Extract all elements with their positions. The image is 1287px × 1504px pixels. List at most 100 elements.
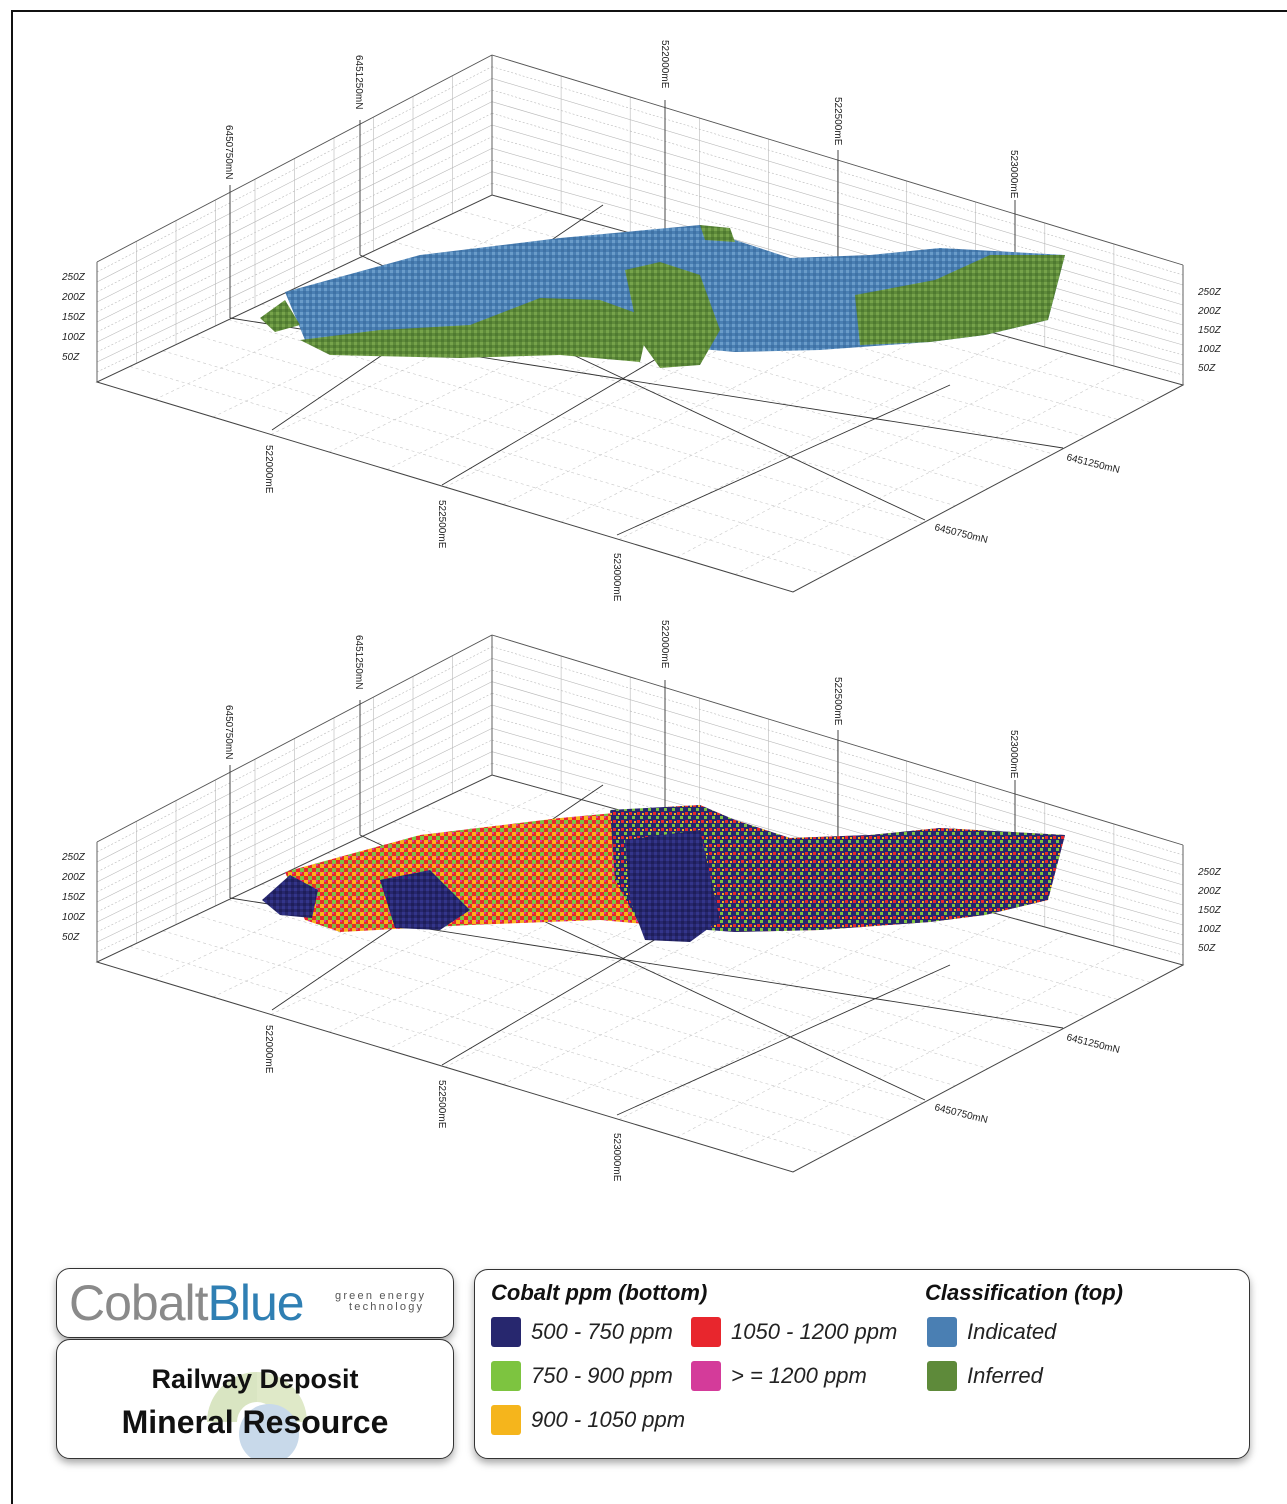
major-gridline <box>616 964 951 1116</box>
z-axis-label-left: 100Z <box>62 912 86 923</box>
wall-edge <box>96 634 493 843</box>
wall-gridline <box>96 681 493 883</box>
inferred-blocks <box>625 262 720 368</box>
figure-title-box: Railway Deposit Mineral Resource <box>56 1339 454 1459</box>
wall-gridline <box>491 763 1184 956</box>
legend-swatch <box>691 1361 721 1391</box>
legend-swatch <box>491 1361 521 1391</box>
z-axis-label-left: 250Z <box>61 852 86 863</box>
wall-gridline <box>96 716 493 913</box>
z-axis-label-left: 250Z <box>61 272 86 283</box>
easting-label: 522500mE <box>832 677 843 726</box>
wall-gridline <box>96 136 493 333</box>
floor-gridline <box>386 853 781 1050</box>
inferred-blocks <box>855 255 1065 345</box>
floor-gridline <box>328 258 723 453</box>
logo-word-blue: Blue <box>207 1275 305 1331</box>
company-logo: CobaltBlue green energy technology <box>56 1268 454 1338</box>
wall-gridline <box>491 148 1184 346</box>
z-axis-label-right: 200Z <box>1197 306 1222 317</box>
wall-gridline <box>96 763 493 953</box>
wall-gridline <box>491 728 1184 926</box>
wall-gridline <box>96 113 493 313</box>
wall-gridline <box>96 728 493 923</box>
wall-gridline <box>96 669 493 873</box>
z-axis-label-left: 150Z <box>62 312 86 323</box>
major-gridline <box>616 384 951 536</box>
logo-wordmark: CobaltBlue <box>69 1273 305 1333</box>
legend-swatch <box>927 1317 957 1347</box>
northing-label: 6450750mN <box>223 125 234 179</box>
wall-gridline <box>491 66 1184 276</box>
floor-gridline <box>270 822 665 1015</box>
z-axis-label-right: 250Z <box>1197 867 1222 878</box>
wall-gridline <box>491 669 1184 876</box>
floor-gridline <box>386 273 781 470</box>
northing-label: 6451250mN <box>353 55 364 109</box>
wall-edge <box>491 54 1184 266</box>
legend-item-750-900: 750 - 900 ppm <box>491 1360 673 1392</box>
z-axis-label-left: 200Z <box>61 292 86 303</box>
low-grade-blocks <box>262 875 318 918</box>
wall-gridline <box>96 148 493 343</box>
logo-watermark-icon <box>207 1372 307 1458</box>
northing-label: 6451250mN <box>353 635 364 689</box>
floor-gridline <box>560 901 953 1103</box>
legend-item-indicated: Indicated <box>927 1316 1056 1348</box>
wall-gridline <box>96 171 493 363</box>
legend-swatch <box>691 1317 721 1347</box>
wall-gridline <box>491 89 1184 296</box>
legend-label: 1050 - 1200 ppm <box>731 1319 898 1344</box>
legend-label: Indicated <box>967 1319 1057 1344</box>
easting-label: 522500mE <box>832 97 843 146</box>
easting-label: 523000mE <box>611 553 622 602</box>
northing-label: 6451250mN <box>1065 452 1121 476</box>
z-axis-label-right: 150Z <box>1198 325 1222 336</box>
floor-gridline <box>444 869 838 1068</box>
cobalt-legend-title: Cobalt ppm (bottom) <box>491 1280 708 1305</box>
wall-gridline <box>96 658 493 863</box>
legend-swatch <box>491 1317 521 1347</box>
legend-item-900-1050: 900 - 1050 ppm <box>491 1404 685 1436</box>
inferred-blocks <box>700 225 735 242</box>
wall-gridline <box>491 183 1184 376</box>
wall-gridline <box>96 78 493 283</box>
wall-gridline <box>491 78 1184 286</box>
logo-tagline-line2: technology <box>349 1301 425 1313</box>
wall-gridline <box>96 704 493 903</box>
legend-item-inferred: Inferred <box>927 1360 1043 1392</box>
legend-swatch <box>491 1405 521 1435</box>
z-axis-label-right: 200Z <box>1197 886 1222 897</box>
wall-gridline <box>96 89 493 293</box>
northing-label: 6451250mN <box>1065 1032 1121 1056</box>
z-axis-label-right: 100Z <box>1198 924 1222 935</box>
easting-label: 523000mE <box>611 1133 622 1182</box>
easting-label: 522500mE <box>436 500 447 549</box>
z-axis-label-right: 100Z <box>1198 344 1222 355</box>
floor-gridline <box>270 242 665 435</box>
figure-frame <box>11 10 1287 1504</box>
wall-gridline <box>96 159 493 353</box>
z-axis-label-right: 50Z <box>1198 943 1216 954</box>
northing-label: 6450750mN <box>223 705 234 759</box>
classification-legend-title: Classification (top) <box>925 1280 1124 1305</box>
low-grade-blocks <box>380 870 470 930</box>
wall-gridline <box>491 101 1184 306</box>
wall-gridline <box>96 751 493 943</box>
legend-item-500-750: 500 - 750 ppm <box>491 1316 673 1348</box>
low-grade-blocks <box>610 805 1065 932</box>
legend-item-1050-1200: 1050 - 1200 ppm <box>691 1316 897 1348</box>
legend-label: 750 - 900 ppm <box>531 1363 673 1388</box>
z-axis-label-left: 50Z <box>62 352 80 363</box>
northing-label: 6450750mN <box>933 1102 989 1126</box>
ore-body <box>260 225 1065 368</box>
easting-label: 522000mE <box>659 40 670 89</box>
wall-gridline <box>491 658 1184 866</box>
wall-gridline <box>96 739 493 933</box>
z-axis-label-right: 50Z <box>1198 363 1216 374</box>
wall-gridline <box>96 183 493 373</box>
floor-gridline <box>676 933 1068 1138</box>
wall-gridline <box>491 646 1184 856</box>
cobalt-grade-block-model: 250Z 250Z 200Z 200Z 150Z 150Z 100Z 100Z 50Z 50Z 64… <box>61 620 1222 1182</box>
